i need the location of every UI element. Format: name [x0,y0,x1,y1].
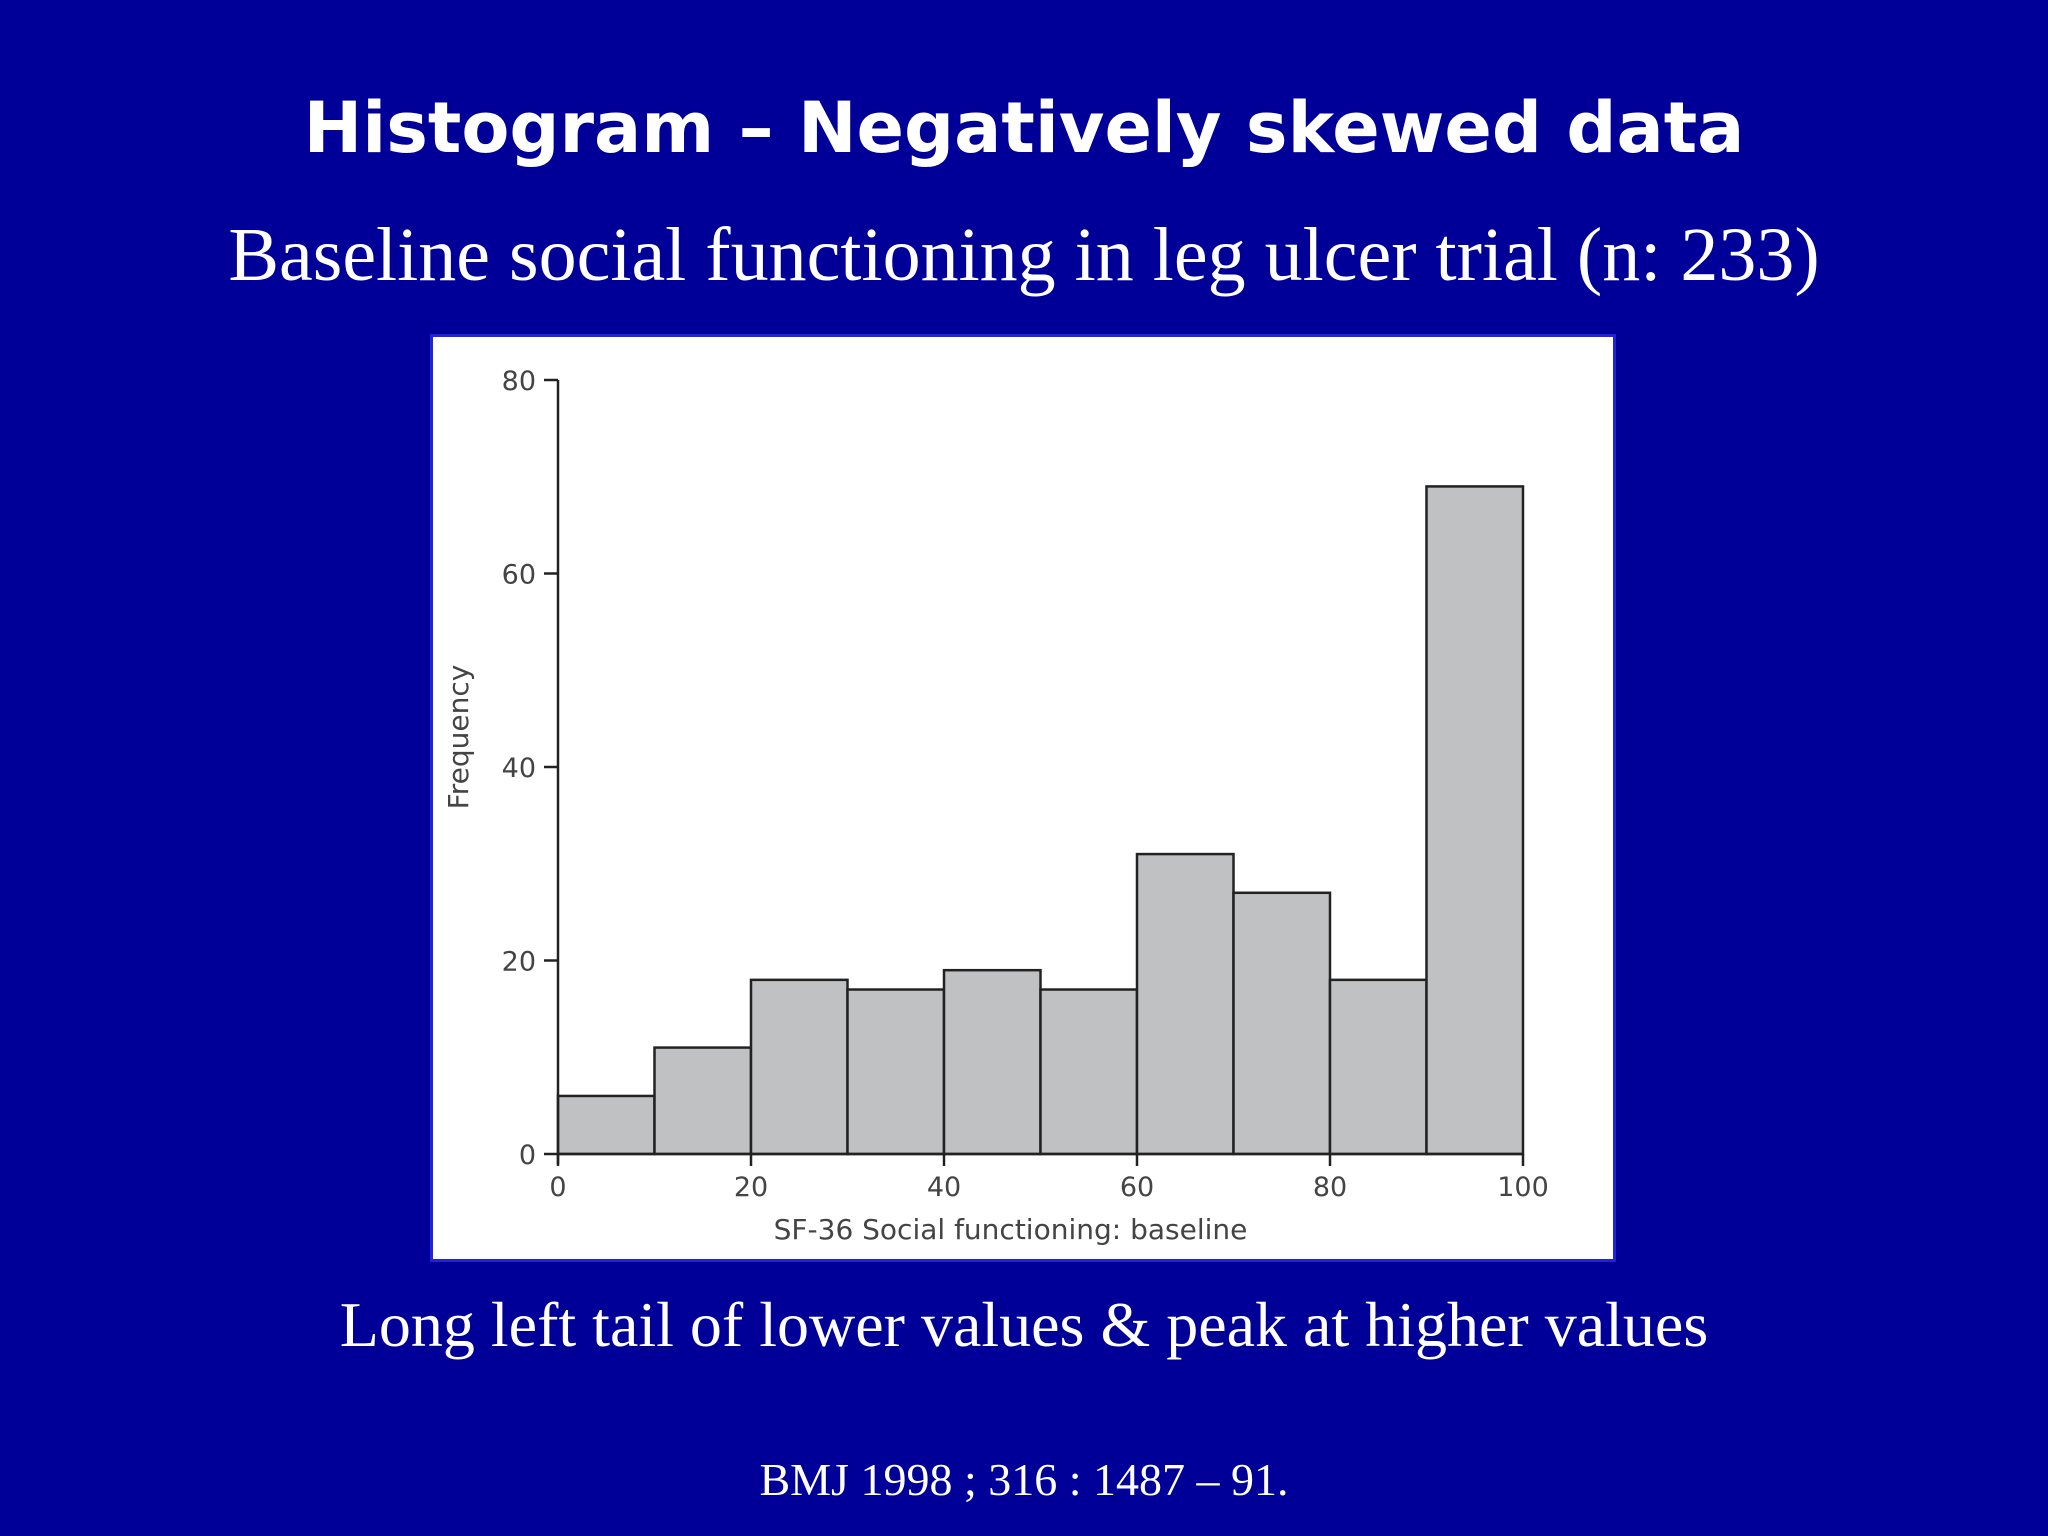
x-tick-label-20: 20 [734,1172,768,1203]
histogram-bar-70-80 [1232,891,1332,1156]
axes-layer [544,378,1525,1166]
histogram-svg: 0 20 40 60 80 0 20 40 60 80 100 SF-36 Social functi… [442,366,1549,1246]
slide-subtitle: Baseline social functioning in leg ulcer… [228,213,1820,297]
histogram-bar-50-60 [1039,988,1139,1156]
y-tick-label-40: 40 [502,753,536,784]
y-tick-label-20: 20 [502,947,536,978]
histogram-bar-30-40 [846,988,946,1156]
histogram-chart: 0 20 40 60 80 0 20 40 60 80 100 SF-36 Social functi… [430,334,1616,1262]
y-tick-label-0: 0 [519,1140,536,1171]
histogram-bar-20-30 [749,978,849,1156]
histogram-bar-10-20 [653,1046,753,1156]
y-tick-label-60: 60 [502,560,536,591]
x-tick-label-60: 60 [1120,1172,1154,1203]
x-tick-label-40: 40 [927,1172,961,1203]
x-axis-title: SF-36 Social functioning: baseline [774,1213,1248,1246]
histogram-bar-80-90 [1328,978,1428,1156]
labels-layer: 0 20 40 60 80 0 20 40 60 80 100 SF-36 Social functi… [442,366,1549,1246]
histogram-bar-60-70 [1135,852,1235,1156]
x-tick-label-0: 0 [549,1172,566,1203]
slide-caption: Long left tail of lower values & peak at… [339,1289,1709,1360]
bars-layer [556,485,1525,1156]
y-tick-label-80: 80 [502,366,536,397]
histogram-bar-0-10 [556,1094,656,1156]
histogram-bar-90-100 [1425,485,1525,1156]
citation-reference: BMJ 1998 ; 316 : 1487 – 91. [759,1454,1289,1505]
x-tick-label-100: 100 [1497,1172,1549,1203]
histogram-bar-40-50 [942,968,1042,1156]
y-axis-title: Frequency [442,665,475,810]
x-tick-label-80: 80 [1313,1172,1347,1203]
slide-title: Histogram – Negatively skewed data [303,87,1745,169]
